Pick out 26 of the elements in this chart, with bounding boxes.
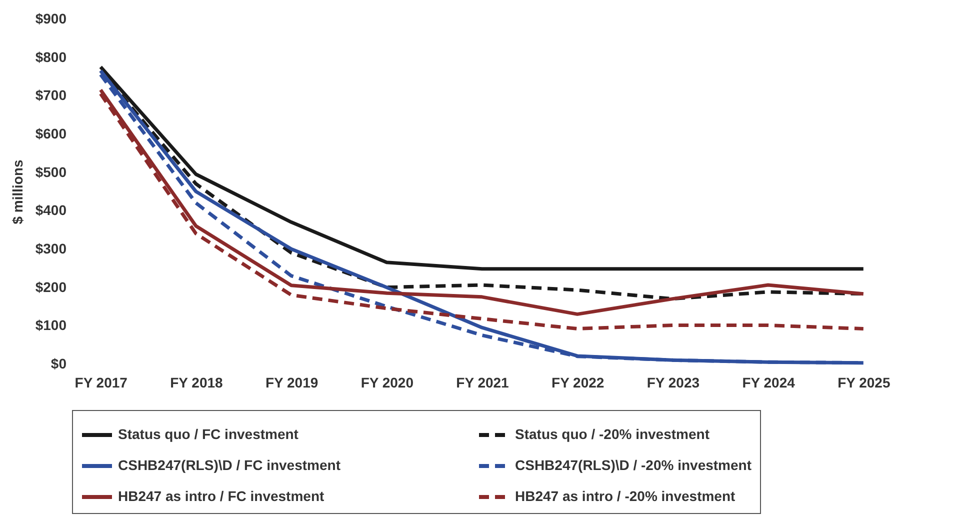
x-tick-label: FY 2021 bbox=[456, 374, 510, 390]
x-tick-label: FY 2024 bbox=[742, 374, 796, 390]
x-tick-label: FY 2022 bbox=[552, 374, 604, 390]
x-tick-label: FY 2020 bbox=[360, 374, 414, 390]
x-tick-label: FY 2023 bbox=[646, 374, 700, 390]
y-axis-title: $ millions bbox=[9, 160, 26, 224]
x-tick-label: FY 2019 bbox=[265, 374, 318, 390]
y-tick-label: $500 bbox=[35, 164, 67, 180]
y-tick-label: $900 bbox=[35, 10, 67, 26]
x-tick-label: FY 2017 bbox=[74, 374, 128, 390]
x-tick-label: FY 2025 bbox=[838, 374, 890, 390]
y-tick-label: $0 bbox=[50, 356, 67, 372]
y-tick-label: $100 bbox=[35, 317, 67, 334]
y-tick-label: $300 bbox=[35, 240, 67, 256]
legend-label: CSHB247(RLS)\D / FC investment bbox=[118, 457, 341, 473]
legend-label: Status quo / -20% investment bbox=[515, 426, 710, 442]
legend-label: HB247 as intro / FC investment bbox=[118, 488, 325, 504]
y-tick-label: $800 bbox=[35, 48, 67, 65]
y-tick-label: $400 bbox=[35, 202, 67, 218]
y-tick-label: $600 bbox=[35, 126, 67, 142]
legend-label: HB247 as intro / -20% investment bbox=[515, 488, 736, 504]
legend-label: CSHB247(RLS)\D / -20% investment bbox=[515, 457, 752, 473]
y-tick-label: $700 bbox=[35, 87, 67, 104]
y-tick-label: $200 bbox=[35, 278, 67, 295]
legend-label: Status quo / FC investment bbox=[118, 426, 299, 442]
x-tick-label: FY 2018 bbox=[170, 374, 223, 390]
